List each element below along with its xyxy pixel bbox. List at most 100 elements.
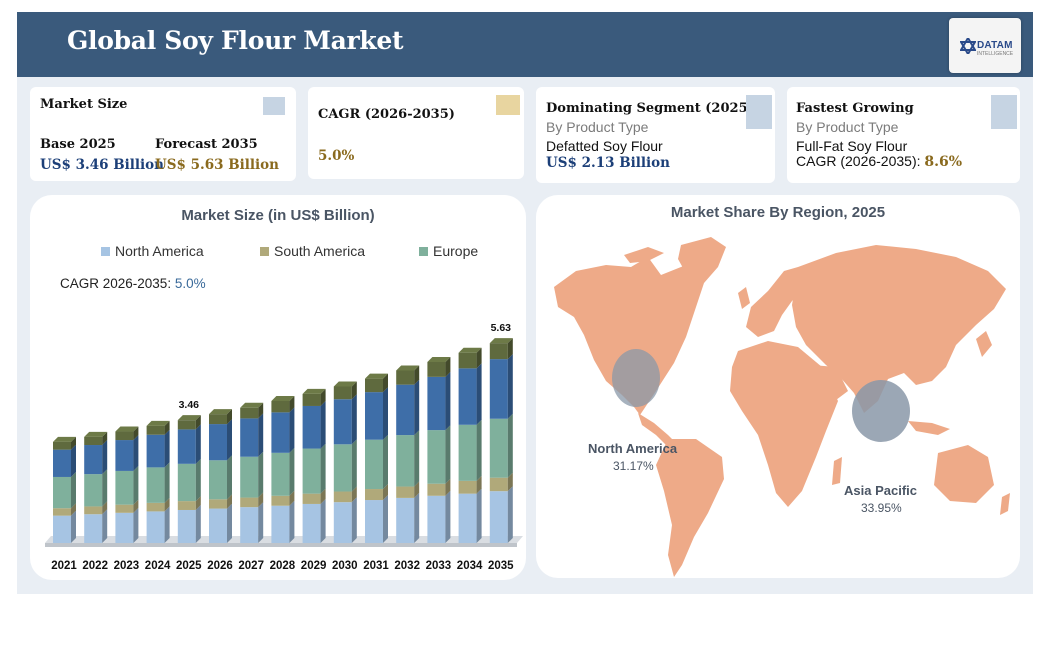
fastest-cagr-value: 8.6% bbox=[924, 154, 963, 170]
region-share-north-america: 31.17% bbox=[613, 459, 654, 473]
bar-top-face bbox=[53, 436, 76, 442]
bar-segment-side bbox=[351, 439, 357, 492]
bar-segment bbox=[271, 495, 290, 506]
bar-segment-side bbox=[351, 394, 357, 445]
bar-segment-side bbox=[476, 419, 482, 481]
bar-segment-side bbox=[102, 431, 108, 446]
fastest-cagr-line: CAGR (2026-2035): 8.6% bbox=[796, 153, 962, 170]
chart-floor-edge bbox=[45, 543, 517, 547]
bar-segment-side bbox=[102, 440, 108, 475]
bar-segment-side bbox=[383, 373, 388, 393]
bar-segment bbox=[427, 376, 446, 431]
bar-segment-side bbox=[258, 402, 264, 419]
bar-segment-side bbox=[445, 356, 451, 377]
bar-segment-side bbox=[71, 444, 76, 477]
bar-segment bbox=[458, 424, 477, 481]
bar-segment-side bbox=[414, 481, 420, 498]
bar-segment bbox=[115, 431, 134, 441]
market-size-card: Market Size Base 2025 US$ 3.46 Billion F… bbox=[30, 87, 296, 181]
bar-segment-side bbox=[258, 413, 264, 457]
bar-segment bbox=[302, 393, 321, 406]
bar-segment-side bbox=[507, 338, 513, 360]
cagr-title: CAGR (2026-2035) bbox=[318, 107, 455, 122]
legend-item-europe: Europe bbox=[419, 243, 478, 259]
bar-segment bbox=[209, 508, 227, 543]
cagr-card: CAGR (2026-2035) 5.0% bbox=[308, 87, 524, 179]
dominating-segment-name: Defatted Soy Flour bbox=[546, 138, 663, 154]
bar-segment-side bbox=[71, 436, 76, 450]
bar-segment bbox=[146, 467, 165, 503]
bar-segment-side bbox=[164, 497, 170, 512]
data-label: 5.63 bbox=[491, 322, 512, 334]
bar-segment-side bbox=[445, 371, 451, 431]
bar-segment-side bbox=[289, 447, 295, 496]
bar-segment-side bbox=[507, 472, 513, 492]
bar-segment bbox=[333, 444, 352, 492]
bar-segment bbox=[240, 507, 259, 543]
bar-top-face bbox=[240, 402, 264, 408]
x-tick-label: 2032 bbox=[394, 560, 420, 572]
bar-segment bbox=[333, 399, 352, 445]
asia-pacific-bubble bbox=[852, 380, 910, 442]
bar-segment bbox=[146, 434, 165, 468]
dashboard-frame: Global Soy Flour Market DATAM INTELLIGEN… bbox=[17, 12, 1033, 594]
bar-segment-side bbox=[195, 415, 201, 430]
x-tick-label: 2024 bbox=[145, 560, 171, 572]
base-year-label: Base 2025 bbox=[40, 137, 116, 152]
header-bar: Global Soy Flour Market DATAM INTELLIGEN… bbox=[17, 12, 1033, 77]
bar-segment bbox=[271, 505, 290, 543]
bar-segment bbox=[365, 378, 383, 393]
bar-segment-side bbox=[195, 504, 201, 543]
card-swatch bbox=[746, 95, 772, 129]
bar-top-face bbox=[333, 381, 357, 387]
british-isles bbox=[738, 287, 750, 309]
bar-segment bbox=[458, 480, 477, 494]
bar-segment bbox=[427, 495, 446, 543]
bar-segment bbox=[396, 435, 415, 487]
bar-top-face bbox=[146, 420, 170, 426]
bar-segment bbox=[209, 460, 227, 500]
bar-segment-side bbox=[133, 507, 139, 543]
market-size-chart-panel: Market Size (in US$ Billion) North Ameri… bbox=[30, 195, 526, 580]
bar-segment bbox=[146, 425, 165, 435]
bar-segment-side bbox=[71, 503, 76, 516]
bar-segment bbox=[84, 474, 103, 507]
bar-segment-side bbox=[383, 495, 388, 543]
legend-swatch bbox=[260, 247, 269, 256]
bar-segment bbox=[302, 493, 321, 504]
bar-top-face bbox=[177, 415, 201, 421]
region-label-asia-pacific: Asia Pacific bbox=[844, 483, 917, 498]
bar-segment bbox=[489, 343, 508, 360]
bar-segment bbox=[84, 445, 103, 475]
bar-segment-side bbox=[71, 510, 76, 543]
bar-segment bbox=[84, 436, 103, 446]
bar-segment bbox=[84, 514, 103, 543]
bar-segment-side bbox=[133, 426, 139, 441]
legend-item-south-america: South America bbox=[260, 243, 365, 259]
fastest-growing-card: Fastest Growing By Product Type Full-Fat… bbox=[787, 87, 1020, 183]
dominating-segment-card: Dominating Segment (2025) By Product Typ… bbox=[536, 87, 775, 183]
bar-segment bbox=[209, 414, 227, 425]
x-tick-label: 2025 bbox=[176, 560, 202, 572]
bar-segment-side bbox=[133, 435, 139, 471]
bar-segment-side bbox=[258, 492, 264, 508]
bar-segment bbox=[84, 506, 103, 515]
bar-segment-side bbox=[102, 509, 108, 543]
bar-segment-side bbox=[289, 500, 295, 543]
bar-segment-side bbox=[289, 407, 295, 453]
bar-segment bbox=[458, 493, 477, 543]
x-tick-label: 2031 bbox=[363, 560, 389, 572]
bar-segment-side bbox=[195, 424, 201, 464]
base-year-value: US$ 3.46 Billion bbox=[40, 157, 164, 173]
chart-cagr-label: CAGR 2026-2035: bbox=[60, 276, 172, 291]
bar-segment-side bbox=[351, 486, 357, 503]
bar-segment-side bbox=[351, 381, 357, 400]
page-title: Global Soy Flour Market bbox=[67, 26, 404, 55]
greenland bbox=[678, 237, 726, 283]
bar-segment-side bbox=[102, 469, 108, 507]
bar-segment bbox=[115, 470, 134, 505]
bar-segment bbox=[427, 430, 446, 484]
bar-chart: 2021 2022 2023 2024 2025 3.46 2026 2027 2028 2029… bbox=[45, 322, 523, 572]
cagr-value: 5.0% bbox=[318, 148, 355, 164]
bar-segment bbox=[177, 420, 196, 430]
